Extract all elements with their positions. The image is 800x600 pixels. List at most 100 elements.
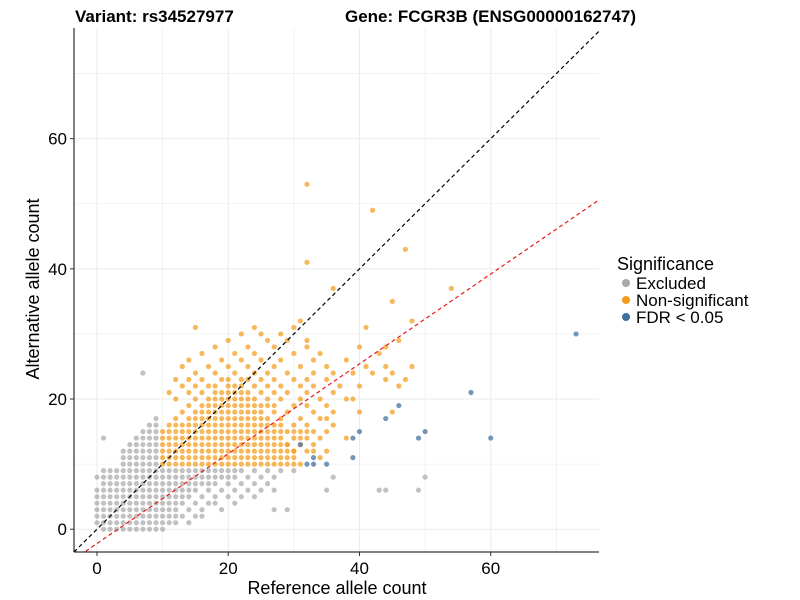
data-point xyxy=(363,363,369,370)
data-point xyxy=(317,415,323,422)
data-point xyxy=(179,468,185,474)
data-point xyxy=(297,383,304,389)
data-point xyxy=(212,389,218,396)
data-point xyxy=(120,494,126,500)
data-point xyxy=(251,415,258,422)
data-point xyxy=(225,389,231,396)
data-point xyxy=(186,441,192,448)
data-point xyxy=(205,409,212,415)
data-point xyxy=(133,448,139,454)
data-point xyxy=(284,370,290,376)
data-point xyxy=(232,461,238,467)
data-point xyxy=(245,389,251,396)
data-point xyxy=(251,441,258,448)
data-point xyxy=(330,422,336,428)
data-point xyxy=(173,468,179,474)
data-point xyxy=(369,207,376,213)
data-point xyxy=(107,474,113,480)
data-point xyxy=(127,448,133,454)
data-point xyxy=(225,376,231,383)
data-point xyxy=(199,428,205,435)
data-point xyxy=(199,507,205,513)
title-left: Variant: rs34527977 xyxy=(75,7,234,26)
data-point xyxy=(159,455,166,461)
data-point xyxy=(238,448,244,454)
data-point xyxy=(205,402,212,409)
data-point xyxy=(238,415,244,422)
data-point xyxy=(258,415,264,422)
data-point xyxy=(219,389,225,396)
data-point xyxy=(173,520,179,526)
data-point xyxy=(271,448,277,454)
data-point xyxy=(369,370,376,376)
data-point xyxy=(225,402,231,409)
data-point xyxy=(219,422,225,428)
data-point xyxy=(199,474,205,480)
data-point xyxy=(127,500,133,506)
data-point xyxy=(225,468,231,474)
data-point xyxy=(284,428,290,435)
data-point xyxy=(238,461,244,467)
data-point xyxy=(225,474,231,480)
data-point xyxy=(120,455,126,461)
data-point xyxy=(251,481,258,487)
data-point xyxy=(166,448,172,454)
data-point xyxy=(271,409,277,415)
data-point xyxy=(159,441,166,448)
data-point xyxy=(166,474,172,480)
data-point xyxy=(140,474,146,480)
data-point xyxy=(310,357,317,363)
data-point xyxy=(291,448,297,454)
data-point xyxy=(107,481,113,487)
data-point xyxy=(133,507,139,513)
data-point xyxy=(356,344,363,350)
data-point xyxy=(225,448,231,454)
data-point xyxy=(107,507,113,513)
y-tick-label: 40 xyxy=(48,260,67,279)
data-point xyxy=(140,520,146,526)
data-point xyxy=(383,487,389,493)
data-point xyxy=(120,526,126,532)
data-point xyxy=(225,383,231,389)
data-point xyxy=(173,428,179,435)
data-point xyxy=(159,500,166,506)
data-point xyxy=(264,337,271,344)
y-tick-label: 20 xyxy=(48,390,67,409)
data-point xyxy=(107,520,113,526)
data-point xyxy=(133,500,139,506)
data-point xyxy=(205,455,212,461)
data-point xyxy=(422,428,428,435)
data-point xyxy=(317,455,323,461)
data-point xyxy=(199,415,205,422)
data-point xyxy=(264,370,271,376)
data-point xyxy=(133,481,139,487)
data-point xyxy=(271,344,277,350)
data-point xyxy=(199,468,205,474)
data-point xyxy=(324,428,330,435)
data-point xyxy=(205,487,212,493)
data-point xyxy=(179,494,185,500)
data-point xyxy=(297,441,304,448)
data-point xyxy=(205,422,212,428)
data-point xyxy=(100,507,107,513)
data-point xyxy=(133,461,139,467)
data-point xyxy=(304,389,310,396)
data-point xyxy=(264,481,271,487)
data-point xyxy=(219,396,225,402)
data-point xyxy=(389,298,395,304)
data-point xyxy=(343,396,349,402)
data-point xyxy=(166,435,172,441)
data-point xyxy=(356,428,363,435)
data-point xyxy=(278,415,284,422)
data-point xyxy=(225,428,231,435)
data-point xyxy=(278,428,284,435)
y-tick-label: 0 xyxy=(58,520,67,539)
data-point xyxy=(258,441,264,448)
data-point xyxy=(245,448,251,454)
data-point xyxy=(219,461,225,467)
data-point xyxy=(186,422,192,428)
data-point xyxy=(127,474,133,480)
data-point xyxy=(153,513,159,519)
data-point xyxy=(173,441,179,448)
